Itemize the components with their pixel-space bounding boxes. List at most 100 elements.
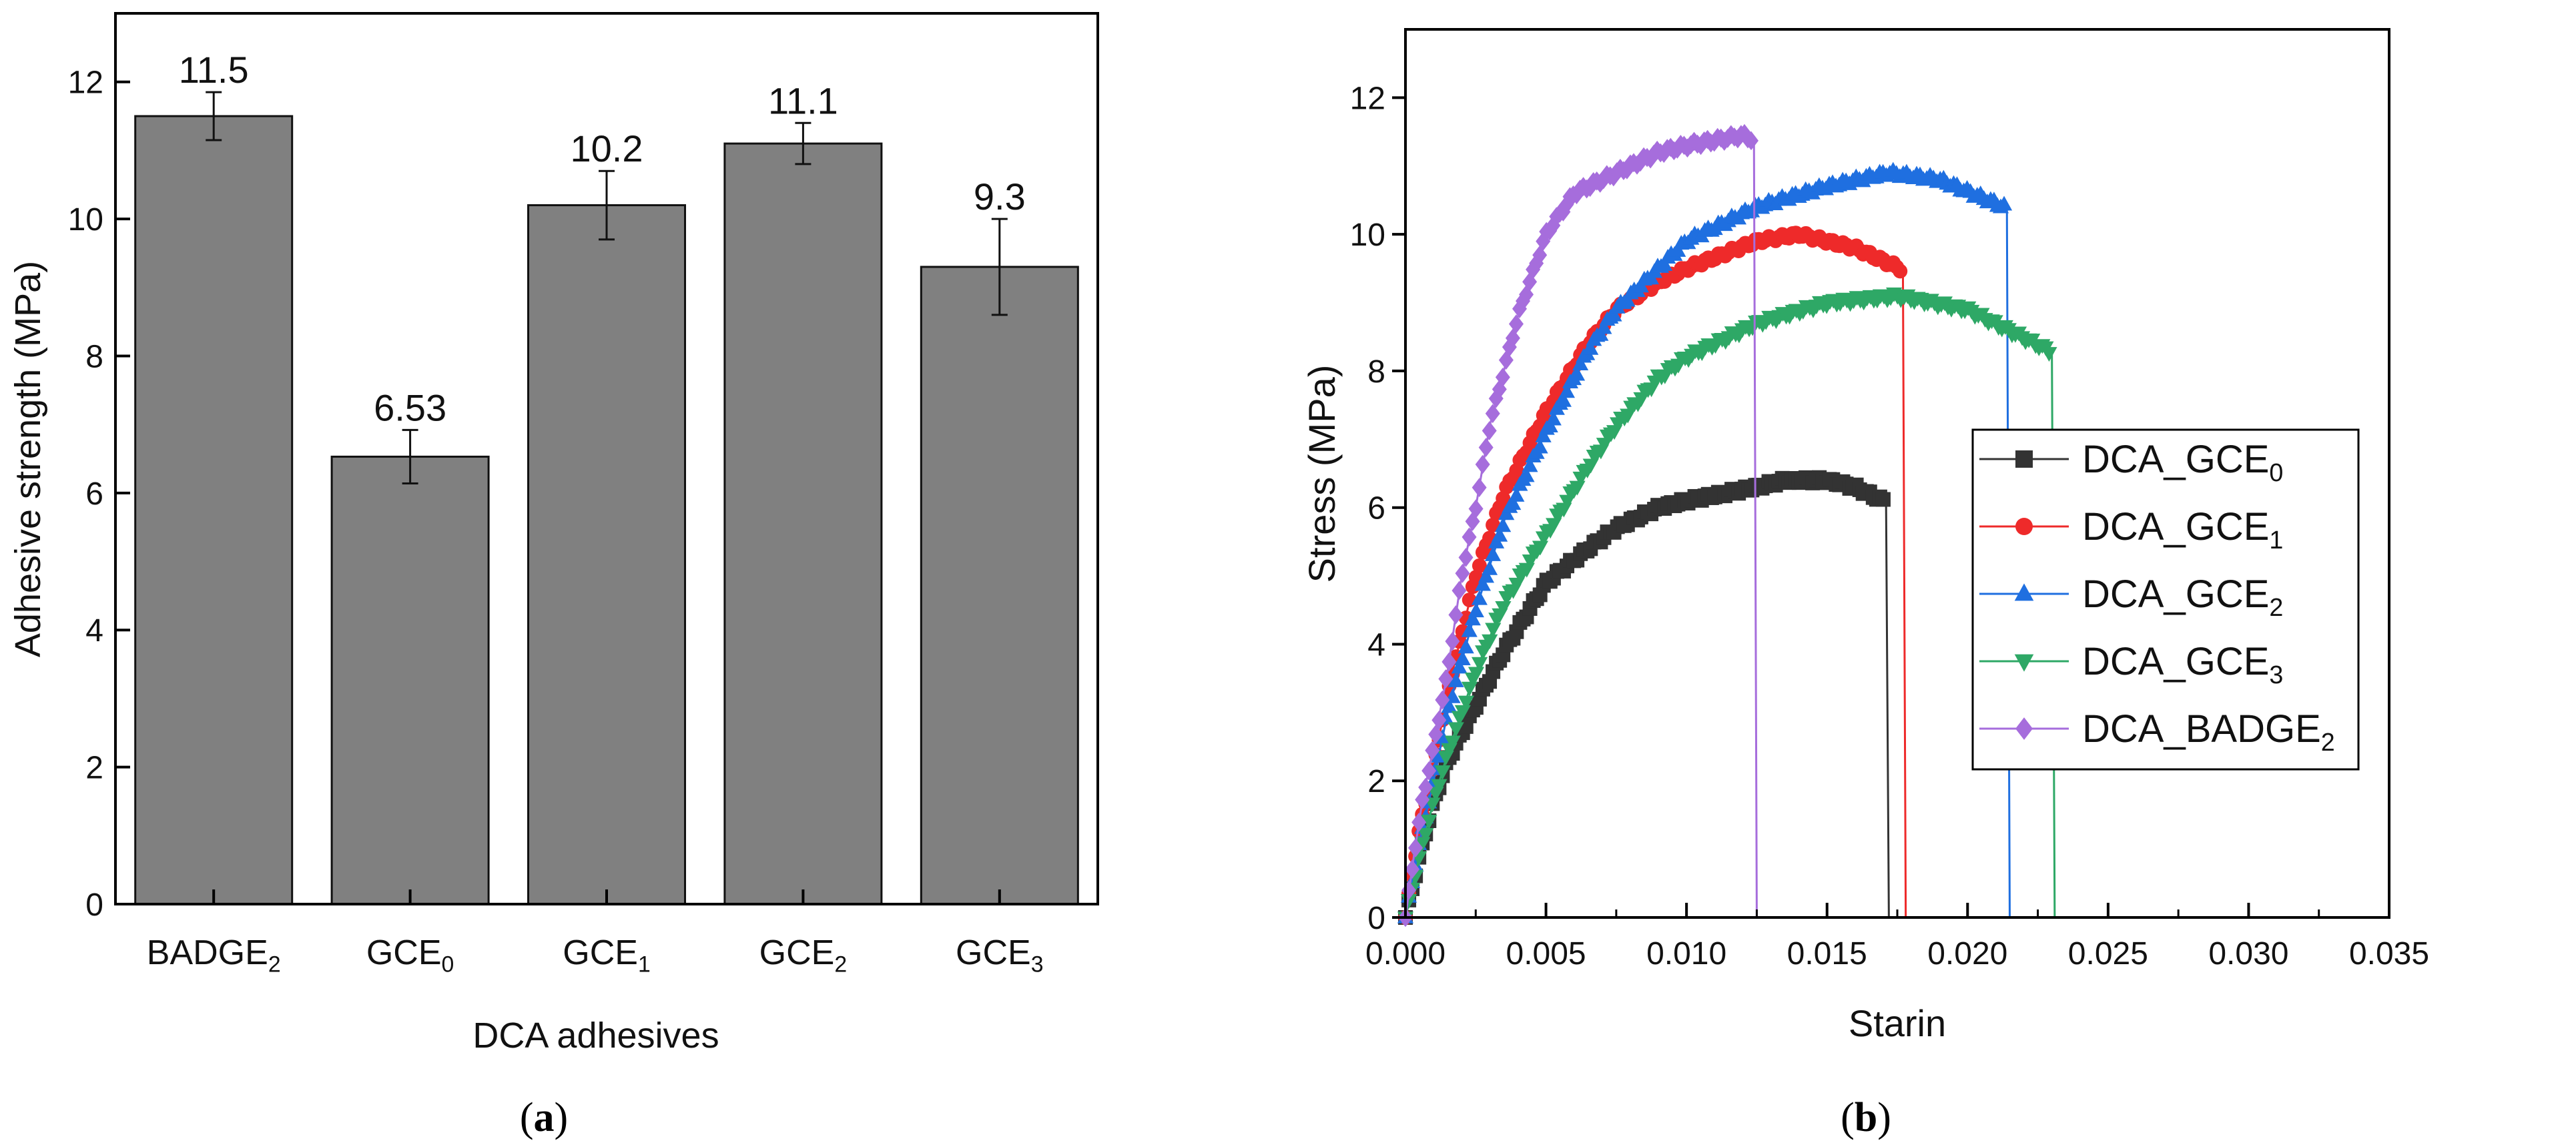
marker-circle xyxy=(1893,264,1908,279)
marker-diamond xyxy=(1431,710,1447,730)
x-tick-label: GCE3 xyxy=(956,933,1043,977)
marker-square xyxy=(1875,492,1891,507)
marker-triangle-up xyxy=(1518,467,1535,482)
marker-triangle-down xyxy=(1434,765,1451,781)
label-subscript: 2 xyxy=(834,951,847,977)
marker-diamond xyxy=(1408,838,1423,858)
series-group xyxy=(1397,123,2057,927)
label-subscript: 3 xyxy=(2269,661,2283,689)
y-tick-label: 12 xyxy=(1350,81,1385,116)
marker-triangle-down xyxy=(1447,722,1464,737)
series-dca_gce2 xyxy=(1397,161,2013,923)
marker-triangle-up xyxy=(1451,659,1468,674)
y-tick-label: 6 xyxy=(85,476,103,512)
marker-triangle-up xyxy=(1619,292,1636,307)
marker-diamond xyxy=(1448,605,1464,625)
marker-triangle-down xyxy=(1471,657,1488,672)
y-tick-label: 2 xyxy=(85,751,103,786)
marker-triangle-up xyxy=(1478,568,1495,583)
marker-triangle-up xyxy=(1545,410,1562,426)
marker-square xyxy=(2015,450,2033,468)
marker-triangle-down xyxy=(1431,779,1447,794)
label-base: DCA_GCE xyxy=(2082,640,2269,683)
marker-triangle-up xyxy=(1572,356,1589,371)
marker-circle xyxy=(1486,517,1501,532)
marker-diamond xyxy=(1438,669,1454,689)
x-axis-label: DCA adhesives xyxy=(472,1016,719,1056)
marker-triangle-up xyxy=(1481,560,1498,575)
label-base: DCA_GCE xyxy=(2082,572,2269,616)
marker-triangle-up xyxy=(1596,319,1612,334)
marker-diamond xyxy=(1482,421,1497,440)
bar xyxy=(723,142,883,905)
legend-label: DCA_GCE2 xyxy=(2082,572,2283,621)
marker-diamond xyxy=(1421,761,1437,781)
legend: DCA_GCE0DCA_GCE1DCA_GCE2DCA_GCE3DCA_BADG… xyxy=(1971,428,2360,771)
label-base: DCA_BADGE xyxy=(2082,707,2321,751)
marker-triangle-down xyxy=(1485,623,1502,638)
y-tick-label: 6 xyxy=(1367,491,1385,526)
data-label: 11.1 xyxy=(768,79,838,121)
label-subscript: 2 xyxy=(268,951,281,977)
y-axis-ticks: 0 2 4 6 8 10 12 xyxy=(1350,81,1405,936)
marker-triangle-up xyxy=(1461,622,1478,637)
label-base: DCA_GCE xyxy=(2082,438,2269,481)
marker-diamond xyxy=(1428,725,1443,744)
label-base: DCA_GCE xyxy=(2082,505,2269,548)
data-label: 10.2 xyxy=(571,127,643,169)
marker-diamond xyxy=(2015,717,2033,740)
marker-triangle-up xyxy=(1468,603,1484,618)
marker-diamond xyxy=(1478,438,1494,457)
marker-triangle-up xyxy=(1441,698,1458,713)
legend-item: DCA_GCE2 xyxy=(1979,572,2283,621)
label-subscript: 1 xyxy=(638,951,651,977)
x-tick-label: GCE2 xyxy=(759,933,847,977)
x-tick-label: BADGE2 xyxy=(147,933,281,977)
marker-diamond xyxy=(1485,404,1500,424)
marker-diamond xyxy=(1405,859,1420,879)
bars: 11.5 6.53 10.2 11.1 9.3 xyxy=(134,49,1079,905)
series-dca_gce0 xyxy=(1398,470,1891,925)
y-axis-label: Adhesive strength (MPa) xyxy=(8,261,48,657)
legend-label: DCA_GCE1 xyxy=(2082,505,2283,554)
y-tick-label: 8 xyxy=(1367,354,1385,390)
panel-caption-b: (b) xyxy=(1841,1095,1891,1140)
x-tick-label: 0.020 xyxy=(1927,936,2007,972)
panel-caption-a: (a) xyxy=(520,1095,568,1140)
marker-triangle-up xyxy=(1606,306,1622,322)
marker-diamond xyxy=(1582,177,1598,198)
legend-item: DCA_GCE1 xyxy=(1979,505,2283,554)
marker-triangle-down xyxy=(1495,601,1512,616)
marker-diamond xyxy=(1522,272,1538,292)
y-axis-label: Stress (MPa) xyxy=(1301,365,1343,583)
x-tick-label: 0.000 xyxy=(1365,936,1445,972)
marker-circle xyxy=(1472,558,1487,573)
marker-triangle-up xyxy=(1995,196,2013,211)
marker-diamond xyxy=(1435,690,1450,710)
y-tick-label: 2 xyxy=(1367,764,1385,799)
marker-diamond xyxy=(1744,131,1759,151)
marker-diamond xyxy=(1455,564,1470,583)
marker-triangle-up xyxy=(1484,546,1502,561)
marker-diamond xyxy=(1619,160,1634,179)
marker-triangle-down xyxy=(2041,347,2057,362)
label-subscript: 2 xyxy=(2321,728,2335,756)
marker-diamond xyxy=(1445,631,1460,651)
marker-triangle-up xyxy=(1458,639,1474,654)
legend-label: DCA_BADGE2 xyxy=(2082,707,2335,756)
y-tick-label: 8 xyxy=(85,339,103,374)
x-axis-label: Starin xyxy=(1849,1002,1946,1044)
label-base: GCE xyxy=(563,933,638,972)
marker-triangle-up xyxy=(1495,517,1512,532)
marker-triangle-up xyxy=(1532,438,1548,454)
label-subscript: 0 xyxy=(2269,458,2283,486)
x-tick-label: 0.025 xyxy=(2068,936,2148,972)
data-label: 6.53 xyxy=(374,386,446,428)
marker-triangle-up xyxy=(1447,672,1464,687)
marker-diamond xyxy=(1502,337,1517,357)
marker-triangle-down xyxy=(1417,827,1434,843)
marker-diamond xyxy=(1411,813,1427,832)
marker-diamond xyxy=(1505,328,1520,348)
